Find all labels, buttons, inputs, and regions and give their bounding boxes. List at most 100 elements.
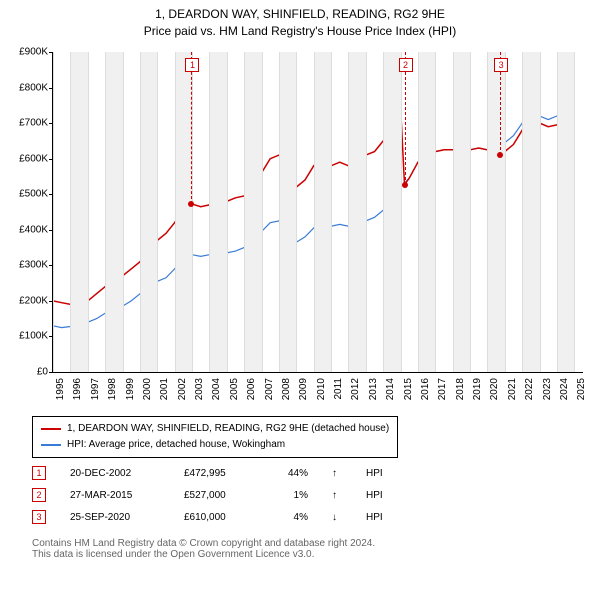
xtick-label: 2024 [559,378,570,400]
grid-line-v [574,52,575,372]
ytick-label: £500K [19,189,48,200]
grid-line-v [105,52,106,372]
grid-line-v [88,52,89,372]
xtick-label: 2025 [576,378,587,400]
sale-date: 20-DEC-2002 [70,468,160,479]
ytick-mark [49,52,53,53]
xtick-label: 2014 [385,378,396,400]
xtick-label: 2003 [194,378,205,400]
year-band [140,52,157,372]
sale-index-box: 2 [32,488,46,502]
year-band [522,52,539,372]
footer-line1: Contains HM Land Registry data © Crown c… [32,538,375,549]
grid-line-v [296,52,297,372]
xtick-label: 2002 [177,378,188,400]
xtick-label: 1999 [125,378,136,400]
grid-line-v [366,52,367,372]
ytick-label: £400K [19,224,48,235]
xtick-label: 2005 [229,378,240,400]
year-band [557,52,574,372]
grid-line-v [314,52,315,372]
title-line2: Price paid vs. HM Land Registry's House … [0,23,600,40]
xtick-label: 2017 [437,378,448,400]
year-band [348,52,365,372]
grid-line-v [505,52,506,372]
sale-index-box: 1 [32,466,46,480]
year-band [279,52,296,372]
year-band [453,52,470,372]
year-band [244,52,261,372]
sale-price: £527,000 [184,490,254,501]
ytick-mark [49,301,53,302]
legend-swatch-blue [41,444,61,446]
grid-line-v [331,52,332,372]
ytick-mark [49,123,53,124]
xtick-label: 2012 [350,378,361,400]
year-band [175,52,192,372]
marker-box: 3 [494,58,508,72]
ytick-mark [49,336,53,337]
grid-line-v [557,52,558,372]
chart-plot-area: 123 [52,52,583,373]
grid-line-v [470,52,471,372]
xtick-label: 2015 [403,378,414,400]
sale-arrow-icon: ↑ [332,468,342,479]
grid-line-v [140,52,141,372]
ytick-label: £100K [19,331,48,342]
ytick-label: £700K [19,118,48,129]
grid-line-v [453,52,454,372]
ytick-mark [49,88,53,89]
grid-line-v [209,52,210,372]
footer-attribution: Contains HM Land Registry data © Crown c… [32,538,375,560]
year-band [209,52,226,372]
ytick-label: £900K [19,47,48,58]
sales-table: 120-DEC-2002£472,99544%↑HPI227-MAR-2015£… [32,462,396,528]
xtick-label: 2008 [281,378,292,400]
xtick-label: 2020 [489,378,500,400]
xtick-label: 1996 [72,378,83,400]
ytick-label: £300K [19,260,48,271]
ytick-mark [49,159,53,160]
sale-index-box: 3 [32,510,46,524]
sale-pct: 4% [278,512,308,523]
sale-price: £610,000 [184,512,254,523]
grid-line-v [401,52,402,372]
ytick-mark [49,230,53,231]
year-band [418,52,435,372]
grid-line-v [383,52,384,372]
xtick-label: 2006 [246,378,257,400]
year-band [487,52,504,372]
sale-hpi-label: HPI [366,468,396,479]
sale-pct: 1% [278,490,308,501]
xtick-label: 1995 [55,378,66,400]
grid-line-v [157,52,158,372]
title-line1: 1, DEARDON WAY, SHINFIELD, READING, RG2 … [0,6,600,23]
chart-title: 1, DEARDON WAY, SHINFIELD, READING, RG2 … [0,0,600,40]
xtick-label: 1997 [90,378,101,400]
xtick-label: 2018 [455,378,466,400]
xtick-label: 2011 [333,378,344,400]
xtick-label: 2009 [298,378,309,400]
legend-swatch-red [41,428,61,430]
ytick-mark [49,265,53,266]
sale-point-dot [402,182,408,188]
grid-line-v [279,52,280,372]
legend-row-2: HPI: Average price, detached house, Woki… [41,437,389,453]
sale-point-dot [188,201,194,207]
grid-line-v [175,52,176,372]
year-band [70,52,87,372]
xtick-label: 2021 [507,378,518,400]
xtick-label: 2013 [368,378,379,400]
ytick-label: £800K [19,82,48,93]
sale-hpi-label: HPI [366,512,396,523]
sale-arrow-icon: ↓ [332,512,342,523]
year-band [314,52,331,372]
sale-price: £472,995 [184,468,254,479]
grid-line-v [53,52,54,372]
xtick-label: 1998 [107,378,118,400]
grid-line-v [244,52,245,372]
marker-box: 1 [185,58,199,72]
ytick-mark [49,372,53,373]
xtick-label: 2007 [264,378,275,400]
grid-line-v [540,52,541,372]
